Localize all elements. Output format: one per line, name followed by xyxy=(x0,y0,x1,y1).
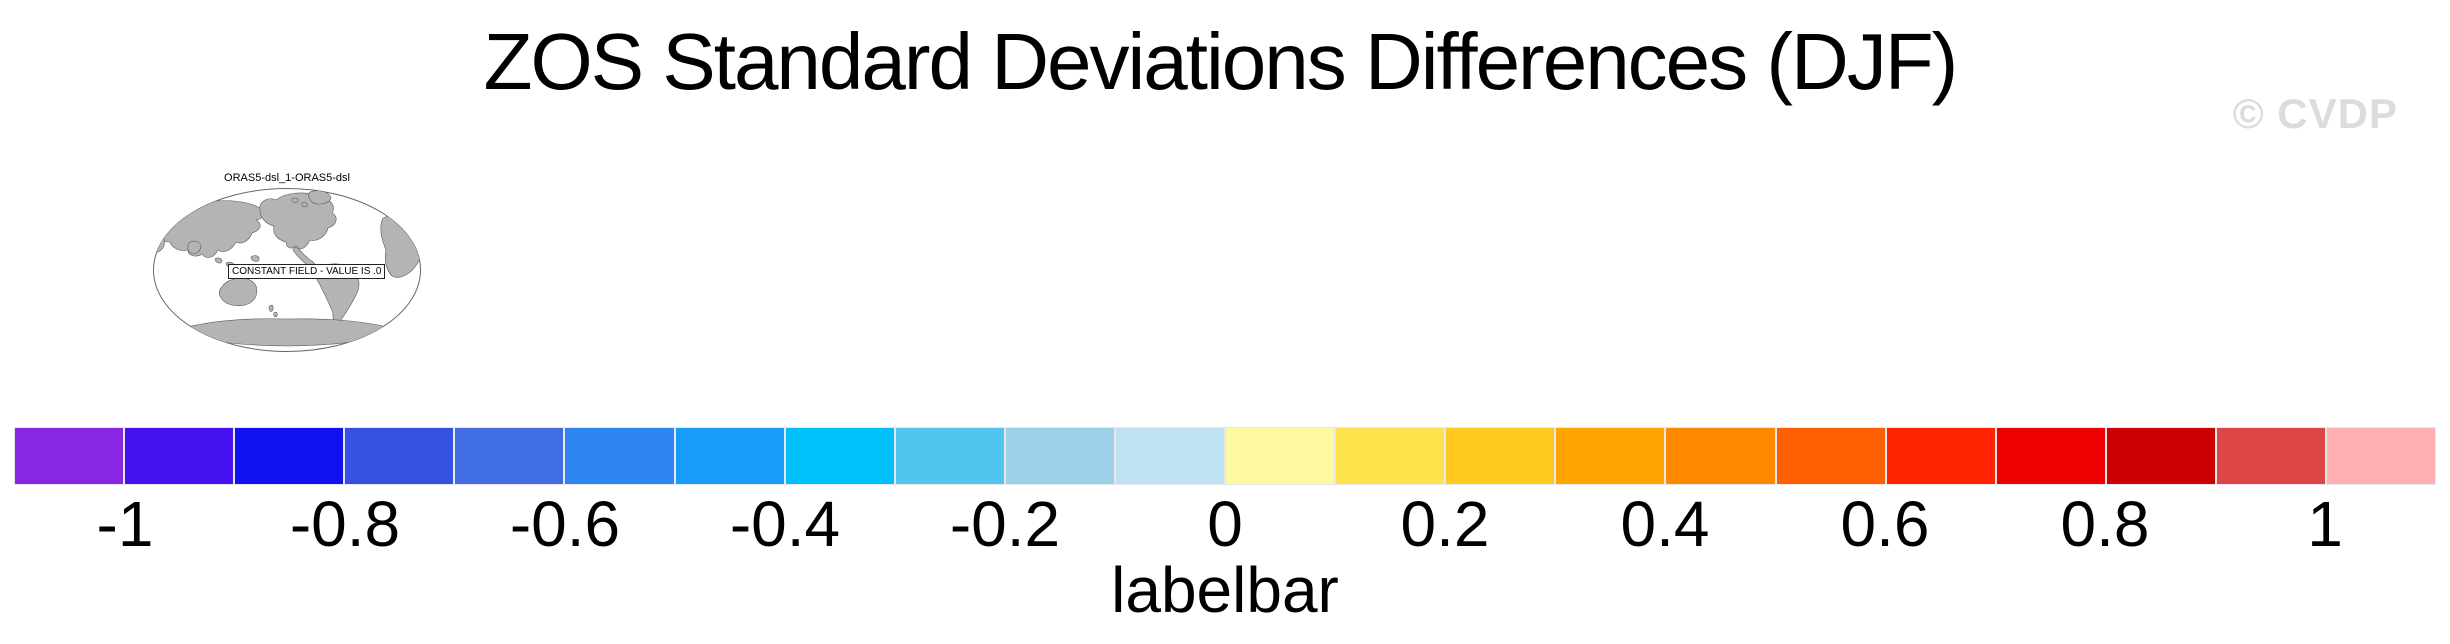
constant-field-label: CONSTANT FIELD - VALUE IS .0 xyxy=(228,264,386,279)
colorbar-box-4 xyxy=(454,427,565,485)
colorbar-box-21 xyxy=(2325,427,2437,485)
colorbar-box-16 xyxy=(1775,427,1886,485)
cvdp-watermark: © CVDP xyxy=(2232,90,2398,137)
colorbar-box-10 xyxy=(1114,427,1226,485)
colorbar-box-2 xyxy=(234,427,345,485)
map-panel-title: ORAS5-dsl_1-ORAS5-dsl xyxy=(224,172,350,184)
colorbar-box-8 xyxy=(894,427,1005,485)
page-title: ZOS Standard Deviations Differences (DJF… xyxy=(483,17,1959,106)
colorbar-box-12 xyxy=(1335,427,1446,485)
colorbar-box-15 xyxy=(1665,427,1776,485)
colorbar-box-14 xyxy=(1555,427,1666,485)
colorbar-box-1 xyxy=(124,427,235,485)
colorbar xyxy=(13,427,2437,485)
colorbar-box-18 xyxy=(1995,427,2106,485)
colorbar-axis-label: labelbar xyxy=(1111,554,1339,626)
colorbar-tick-0: 0 xyxy=(1207,488,1243,560)
colorbar-tick--1: -1 xyxy=(96,488,154,560)
colorbar-box-9 xyxy=(1004,427,1115,485)
colorbar-tick--0.6: -0.6 xyxy=(509,488,621,560)
colorbar-tick-0.2: 0.2 xyxy=(1400,488,1490,560)
colorbar-box-13 xyxy=(1445,427,1556,485)
colorbar-tick-0.8: 0.8 xyxy=(2060,488,2150,560)
colorbar-tick-0.4: 0.4 xyxy=(1620,488,1710,560)
colorbar-box-5 xyxy=(564,427,675,485)
colorbar-tick-0.6: 0.6 xyxy=(1840,488,1930,560)
colorbar-box-19 xyxy=(2105,427,2216,485)
colorbar-box-20 xyxy=(2215,427,2326,485)
colorbar-box-3 xyxy=(344,427,455,485)
colorbar-tick--0.2: -0.2 xyxy=(949,488,1061,560)
colorbar-box-11 xyxy=(1225,427,1336,485)
colorbar-tick--0.8: -0.8 xyxy=(289,488,401,560)
colorbar-tick--0.4: -0.4 xyxy=(729,488,841,560)
colorbar-box-17 xyxy=(1885,427,1996,485)
colorbar-box-6 xyxy=(674,427,785,485)
map-thumbnail: ORAS5-dsl_1-ORAS5-dsl xyxy=(152,172,422,353)
colorbar-tick-1: 1 xyxy=(2307,488,2343,560)
colorbar-box-7 xyxy=(784,427,895,485)
colorbar-box-0 xyxy=(13,427,125,485)
